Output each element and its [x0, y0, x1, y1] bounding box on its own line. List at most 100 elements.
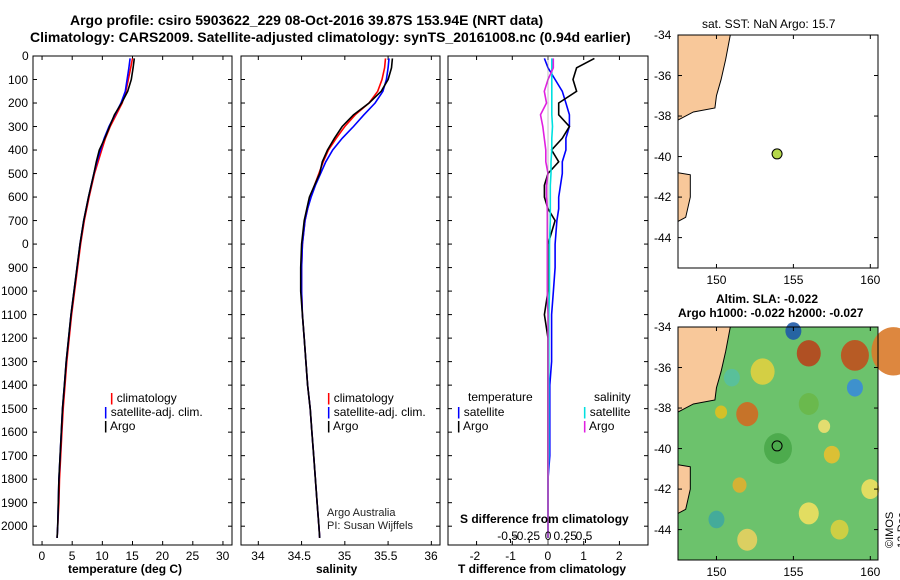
sla-anomaly-blob [871, 327, 900, 376]
series-climatology [56, 58, 134, 538]
salinity-xlabel: salinity [316, 562, 358, 576]
temp-legend-climatology: | climatology [110, 391, 177, 405]
panel-frame-1 [240, 55, 441, 546]
map-lat-label: -36 [654, 68, 672, 83]
sla-map-title: Altim. SLA: -0.022 [716, 292, 819, 306]
xtick-label-diff: 2 [615, 549, 623, 563]
ytick-label: 400 [8, 143, 29, 158]
xtick-label-temp: 25 [185, 549, 200, 563]
series-t-satellite [543, 58, 571, 538]
ytick-label: 1700 [1, 448, 28, 463]
xtick-label-temp: 15 [125, 549, 139, 563]
diff-legend-sal-satellite: | satellite [583, 405, 631, 419]
map-lat-label: -42 [654, 190, 672, 205]
xtick-label-temp: 20 [155, 549, 169, 563]
map-lon-label: 160 [860, 565, 881, 579]
map-lat-label: -34 [654, 28, 672, 42]
ytick-label: 0 [22, 237, 29, 252]
map-lon-label: 155 [783, 273, 804, 287]
sla-anomaly-blob [823, 445, 840, 464]
title-line-2: Climatology: CARS2009. Satellite-adjuste… [30, 29, 631, 45]
sla-map-subtitle: Argo h1000: -0.022 h2000: -0.027 [678, 306, 864, 320]
ytick-label: 2000 [1, 519, 28, 534]
stick-label-diff: 0.5 [575, 529, 593, 543]
difference-xlabel: T difference from climatology [458, 562, 627, 576]
ytick-label: 700 [8, 213, 29, 228]
stick-label-diff: -0.5 [497, 529, 518, 543]
map-lat-label: -44 [654, 522, 672, 537]
diff-legend-sal-argo: | Argo [583, 419, 615, 433]
xtick-label-temp: 0 [38, 549, 46, 563]
sla-anomaly-blob [861, 479, 880, 499]
ytick-label: 1500 [1, 401, 28, 416]
map-frame-1 [677, 326, 879, 561]
ytick-label: 300 [8, 119, 29, 134]
map-lon-label: 160 [860, 273, 881, 287]
panel-frame-0 [32, 55, 233, 546]
ytick-label: 1400 [1, 378, 28, 393]
sla-anomaly-blob [818, 419, 831, 433]
map-lat-label: -38 [654, 401, 672, 416]
sla-anomaly-blob [737, 528, 758, 551]
ytick-label: 1100 [1, 307, 27, 322]
xtick-label-diff: -2 [469, 549, 481, 563]
xtick-label-temp: 10 [95, 549, 109, 563]
sla-anomaly-blob [750, 358, 775, 385]
xtick-label-sal: 35.5 [374, 549, 398, 563]
land-mainland [677, 34, 731, 121]
map-lon-label: 150 [706, 273, 727, 287]
series-argo [56, 58, 136, 538]
map-lat-label: -40 [654, 441, 672, 456]
ytick-label: 500 [8, 166, 29, 181]
xtick-label-diff: 0 [544, 549, 552, 563]
stick-label-diff: -0.25 [512, 529, 541, 543]
diff-legend-sal-title: salinity [594, 390, 631, 404]
temp-legend-argo: | Argo [104, 419, 136, 433]
diff-legend-temp-satellite: | satellite [457, 405, 505, 419]
land-mainland [677, 326, 731, 413]
sla-anomaly-blob [798, 392, 819, 415]
sla-anomaly-blob [732, 477, 747, 493]
sal-legend-satellite: | satellite-adj. clim. [327, 405, 426, 419]
sla-anomaly-blob [840, 339, 869, 371]
xtick-label-temp: 30 [215, 549, 230, 563]
sst-map-title: sat. SST: NaN Argo: 15.7 [702, 17, 836, 31]
sla-anomaly-blob [830, 519, 849, 540]
map-lon-label: 150 [706, 565, 727, 579]
temp-legend-satellite: | satellite-adj. clim. [104, 405, 203, 419]
ytick-label: 900 [8, 260, 29, 275]
sla-anomaly-blob [708, 510, 725, 529]
ytick-label: 1800 [1, 472, 28, 487]
xtick-label-temp: 5 [68, 549, 76, 563]
credit-line-1: Argo Australia [327, 507, 396, 519]
stick-label-diff: 0 [544, 529, 552, 543]
diff-legend-temp-title: temperature [468, 390, 533, 404]
sla-anomaly-blob [798, 502, 819, 525]
map-lon-label: 155 [783, 565, 804, 579]
xtick-label-sal: 34 [251, 549, 265, 563]
sla-anomaly-blob [796, 340, 821, 367]
sla-anomaly-blob [736, 402, 759, 427]
s-difference-label: S difference from climatology [460, 512, 629, 526]
sla-anomaly-blob [846, 378, 863, 397]
title-line-1: Argo profile: csiro 5903622_229 08-Oct-2… [70, 12, 544, 28]
xtick-label-sal: 34.5 [287, 549, 311, 563]
series-argo [299, 58, 394, 538]
sal-legend-climatology: | climatology [327, 391, 394, 405]
imos-stamp: ©IMOS 13-Dec-2018 06:46:31 [884, 508, 900, 548]
ytick-label: 1200 [1, 331, 28, 346]
sla-anomaly-blob [764, 433, 792, 464]
map-lat-label: -42 [654, 482, 672, 497]
ytick-label: 200 [8, 96, 29, 111]
ytick-label: 100 [8, 72, 29, 87]
sla-anomaly-blob [715, 405, 728, 419]
map-lat-label: -40 [654, 149, 672, 164]
map-lat-label: -34 [654, 320, 672, 334]
series-s-argo [539, 58, 555, 538]
float-location-marker [771, 148, 783, 160]
ytick-label: 1600 [1, 425, 28, 440]
xtick-label-diff: -1 [505, 549, 516, 563]
diff-legend-temp-argo: | Argo [457, 419, 489, 433]
ytick-label: 0 [22, 49, 29, 63]
